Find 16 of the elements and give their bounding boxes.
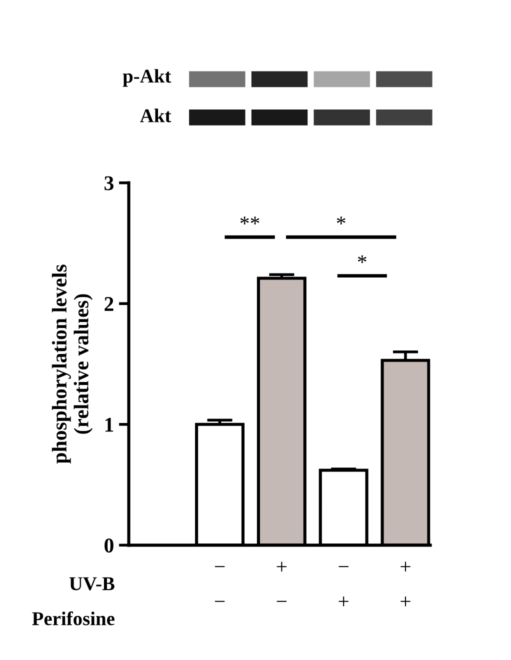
category-label: + − [276, 562, 287, 602]
annotation: * [358, 255, 366, 263]
annotation: ** [240, 216, 260, 224]
text: Perifosine [32, 611, 114, 626]
y-tick-label: 1 [105, 418, 114, 432]
text: p-Akt [122, 69, 172, 87]
y-tick-label: 0 [104, 538, 114, 553]
category-label: − + [338, 566, 348, 606]
text: UV-B [69, 577, 114, 590]
category-label: + + [400, 562, 410, 606]
text: Akt [140, 108, 172, 122]
y-tick-label: 2 [104, 297, 114, 311]
category-label: − − [214, 566, 225, 602]
annotation: * [336, 216, 346, 224]
y-axis-title: phosphorylation levels (relative values) [52, 264, 93, 464]
y-tick-label: 3 [104, 176, 114, 190]
